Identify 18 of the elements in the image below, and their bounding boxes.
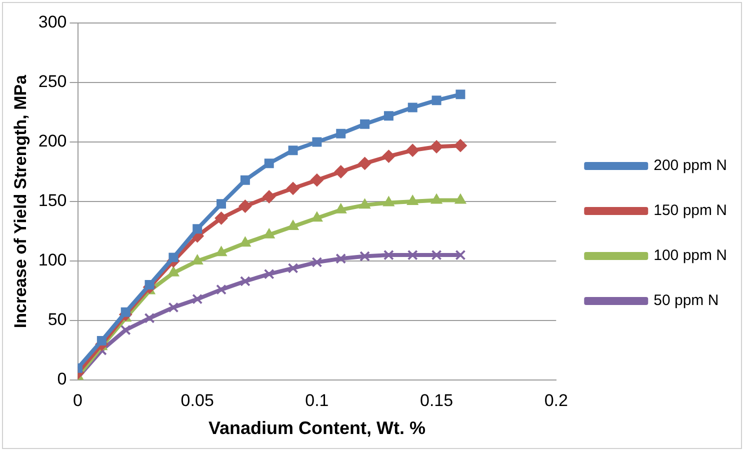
y-tick-label: 200 <box>38 132 67 151</box>
x-tick-label: 0.2 <box>544 390 568 410</box>
y-tick-label: 300 <box>38 12 67 32</box>
y-tick-label: 50 <box>48 310 67 330</box>
x-tick-label: 0 <box>73 390 82 410</box>
x-tick-label: 0.15 <box>420 390 454 410</box>
y-axis-title: Increase of Yield Strength, MPa <box>10 74 30 328</box>
y-tick-label: 100 <box>38 250 67 270</box>
x-tick-label: 0.05 <box>180 390 214 410</box>
legend-label: 50 ppm N <box>654 292 719 310</box>
y-tick-label: 0 <box>57 370 67 389</box>
x-axis-title: Vanadium Content, Wt. % <box>208 418 426 438</box>
legend-label: 150 ppm N <box>654 202 727 220</box>
legend-label: 100 ppm N <box>654 247 727 264</box>
x-tick-label: 0.1 <box>305 390 329 410</box>
legend-label: 200 ppm N <box>654 157 727 174</box>
y-tick-label: 250 <box>38 72 67 92</box>
y-tick-label: 150 <box>38 191 67 210</box>
